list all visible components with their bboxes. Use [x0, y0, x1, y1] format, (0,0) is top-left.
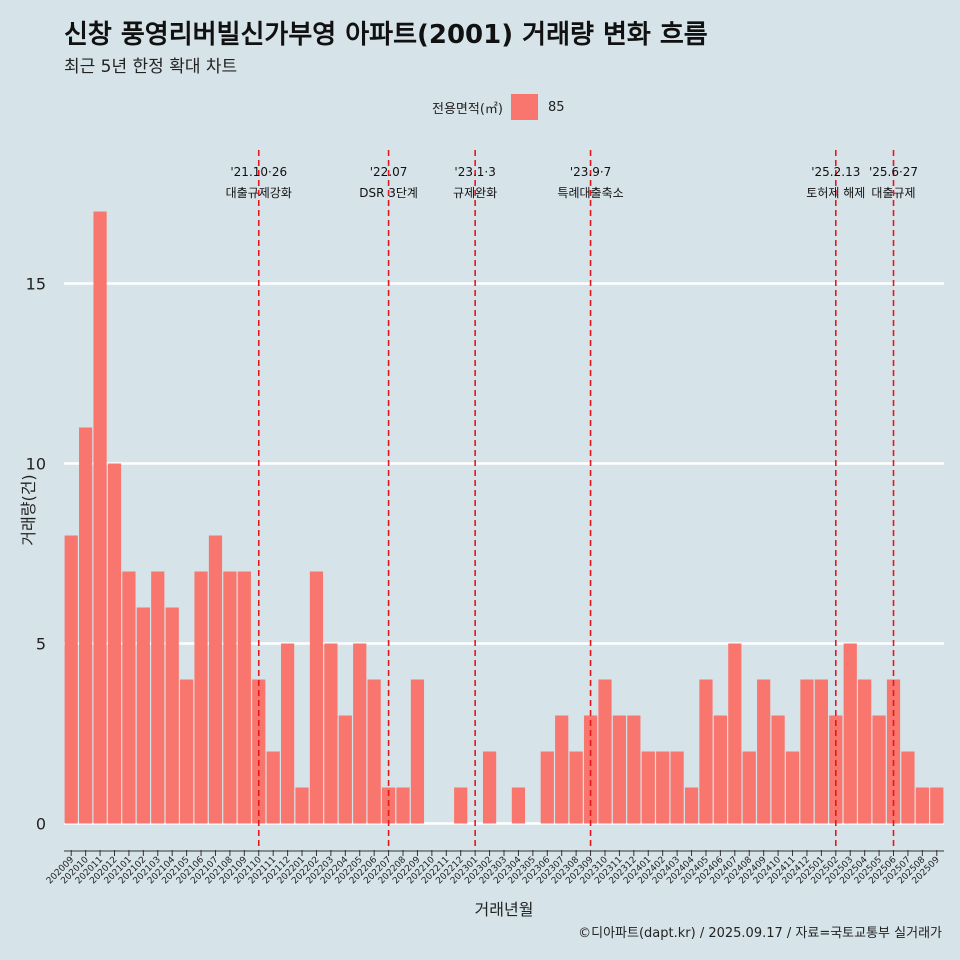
bar-202306	[540, 751, 554, 824]
bar-202412	[800, 679, 814, 824]
bar-202507	[901, 751, 915, 824]
annotation-label-4: 특례대출축소	[557, 186, 623, 200]
bar-202212	[454, 787, 468, 824]
bar-202101	[122, 571, 136, 824]
bar-202310	[598, 679, 612, 824]
bar-202111	[266, 751, 280, 824]
bar-202103	[151, 571, 165, 824]
bar-202308	[569, 751, 583, 824]
annotation-date-3: '23.1·3	[454, 165, 495, 179]
bar-202409	[757, 679, 771, 824]
bar-202209	[410, 679, 425, 824]
bar-202411	[785, 751, 800, 824]
annotation-date-4: '23.9·7	[570, 165, 611, 179]
bar-202509	[930, 787, 944, 824]
y-tick-label: 15	[26, 275, 46, 294]
chart-subtitle: 최근 5년 한정 확대 차트	[64, 57, 238, 77]
bar-202102	[136, 607, 150, 824]
bar-202404	[684, 787, 699, 824]
bar-202011	[93, 211, 107, 824]
legend: 전용면적(㎡) 85	[432, 94, 565, 120]
annotation-label-6: 대출규제	[871, 186, 915, 200]
bar-202410	[771, 715, 785, 824]
bar-202105	[180, 679, 194, 824]
bar-202408	[742, 751, 756, 824]
y-tick-label: 10	[26, 455, 46, 474]
bar-202009	[64, 535, 78, 824]
bar-202203	[324, 643, 338, 824]
bar-202302	[482, 751, 497, 824]
bar-202108	[223, 571, 237, 824]
annotation-label-3: 규제완화	[453, 186, 497, 200]
bar-202201	[295, 787, 309, 824]
bar-202407	[728, 643, 742, 824]
bar-202307	[555, 715, 569, 824]
bar-202106	[194, 571, 208, 824]
bar-202010	[79, 427, 93, 824]
bar-202304	[511, 787, 526, 824]
legend-swatch	[510, 94, 538, 120]
bar-202208	[396, 787, 410, 824]
bar-202501	[814, 679, 828, 824]
annotation-label-2: DSR 3단계	[359, 186, 418, 200]
bar-202502	[829, 715, 843, 824]
bar-202401	[641, 751, 655, 824]
bar-202104	[165, 607, 179, 824]
bar-202503	[843, 643, 857, 824]
bar-202312	[627, 715, 641, 824]
bar-202206	[367, 679, 381, 824]
bar-202403	[670, 751, 684, 824]
bar-202205	[353, 643, 367, 824]
y-axis-title: 거래량(건)	[19, 474, 38, 545]
bar-202405	[699, 679, 713, 824]
bar-202204	[338, 715, 352, 824]
annotation-label-5: 토허제 해제	[806, 186, 865, 200]
annotation-date-2: '22.07	[370, 165, 408, 179]
bar-202406	[713, 715, 728, 824]
bar-202309	[583, 715, 598, 824]
bar-202504	[858, 679, 872, 824]
bar-202402	[656, 751, 670, 824]
bar-202202	[309, 571, 324, 824]
annotation-date-5: '25.2.13	[811, 165, 860, 179]
x-axis-title: 거래년월	[475, 900, 534, 919]
source-caption: ©디아파트(dapt.kr) / 2025.09.17 / 자료=국토교통부 실…	[578, 926, 942, 941]
annotation-date-6: '25.6·27	[869, 165, 918, 179]
y-tick-label: 0	[36, 815, 46, 834]
bar-202505	[872, 715, 886, 824]
annotation-date-1: '21.10·26	[230, 165, 287, 179]
bar-202112	[280, 643, 295, 824]
bar-202107	[208, 535, 223, 824]
y-tick-label: 5	[36, 635, 46, 654]
bar-202012	[107, 463, 122, 824]
bar-202109	[237, 571, 251, 824]
legend-label: 85	[547, 99, 565, 115]
bar-202508	[915, 787, 929, 824]
annotation-label-1: 대출규제강화	[226, 186, 292, 200]
bar-202311	[612, 715, 627, 824]
legend-title: 전용면적(㎡)	[432, 101, 503, 117]
chart-title: 신창 풍영리버빌신가부영 아파트(2001) 거래량 변화 흐름	[64, 20, 708, 50]
